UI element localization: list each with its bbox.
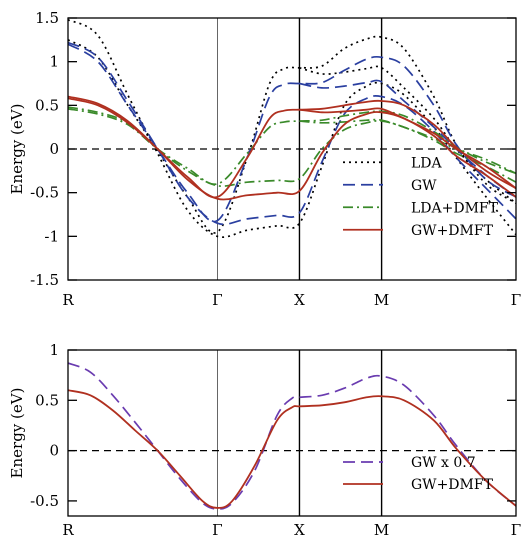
y-tick-label: -1 <box>44 227 59 245</box>
series-gw-dmft <box>68 95 516 201</box>
x-tick-label: Γ <box>212 521 222 539</box>
series-gw-x-0-7 <box>68 362 516 510</box>
x-tick-label: Γ <box>511 521 521 539</box>
plot-frame <box>67 349 517 517</box>
x-tick-label: X <box>294 521 305 539</box>
x-tick-label: Γ <box>511 291 521 309</box>
x-tick-label: R <box>62 291 74 309</box>
legend-label: GW+DMFT <box>411 477 494 493</box>
y-tick-label: -0.5 <box>30 184 59 202</box>
legend-label: GW <box>411 178 437 194</box>
y-tick-label: 1.5 <box>35 9 59 27</box>
y-tick-label: 0 <box>49 442 59 460</box>
band-line <box>68 362 516 510</box>
x-tick-label: R <box>62 521 74 539</box>
legend-label: GW x 0.7 <box>411 455 476 471</box>
y-tick-label: 0.5 <box>35 391 59 409</box>
y-axis-title: Energy (eV) <box>8 104 26 195</box>
y-tick-label: 1 <box>49 53 59 71</box>
legend: LDA GW LDA+DMFT GW+DMFT <box>343 155 499 239</box>
y-tick-label: 0 <box>49 140 59 158</box>
y-tick-label: -1.5 <box>30 271 59 289</box>
y-tick-label: -0.5 <box>30 492 59 510</box>
band-line <box>68 43 516 223</box>
legend-label: LDA+DMFT <box>411 200 499 216</box>
series-gw <box>68 41 516 226</box>
legend-label: LDA <box>411 155 443 171</box>
x-tick-label: Γ <box>212 291 222 309</box>
bottom-panel-gw-scaled: -0.5 0 0.5 1 R Γ X M Γ Energy (eV) GW x 0.7 GW+DMFT <box>8 341 521 539</box>
band-line <box>299 107 516 190</box>
y-tick-label: 1 <box>49 341 59 359</box>
x-tick-label: M <box>374 521 389 539</box>
series-lda-dmft <box>68 106 516 187</box>
band-line <box>68 389 516 509</box>
band-line <box>299 79 516 198</box>
x-tick-label: M <box>374 291 389 309</box>
band-line <box>68 35 516 234</box>
y-tick-label: 0.5 <box>35 96 59 114</box>
legend-label: GW+DMFT <box>411 223 494 239</box>
legend: GW x 0.7 GW+DMFT <box>343 455 494 493</box>
y-axis-title: Energy (eV) <box>8 388 26 479</box>
series-gw-dmft <box>68 389 516 509</box>
x-tick-label: X <box>294 291 305 309</box>
